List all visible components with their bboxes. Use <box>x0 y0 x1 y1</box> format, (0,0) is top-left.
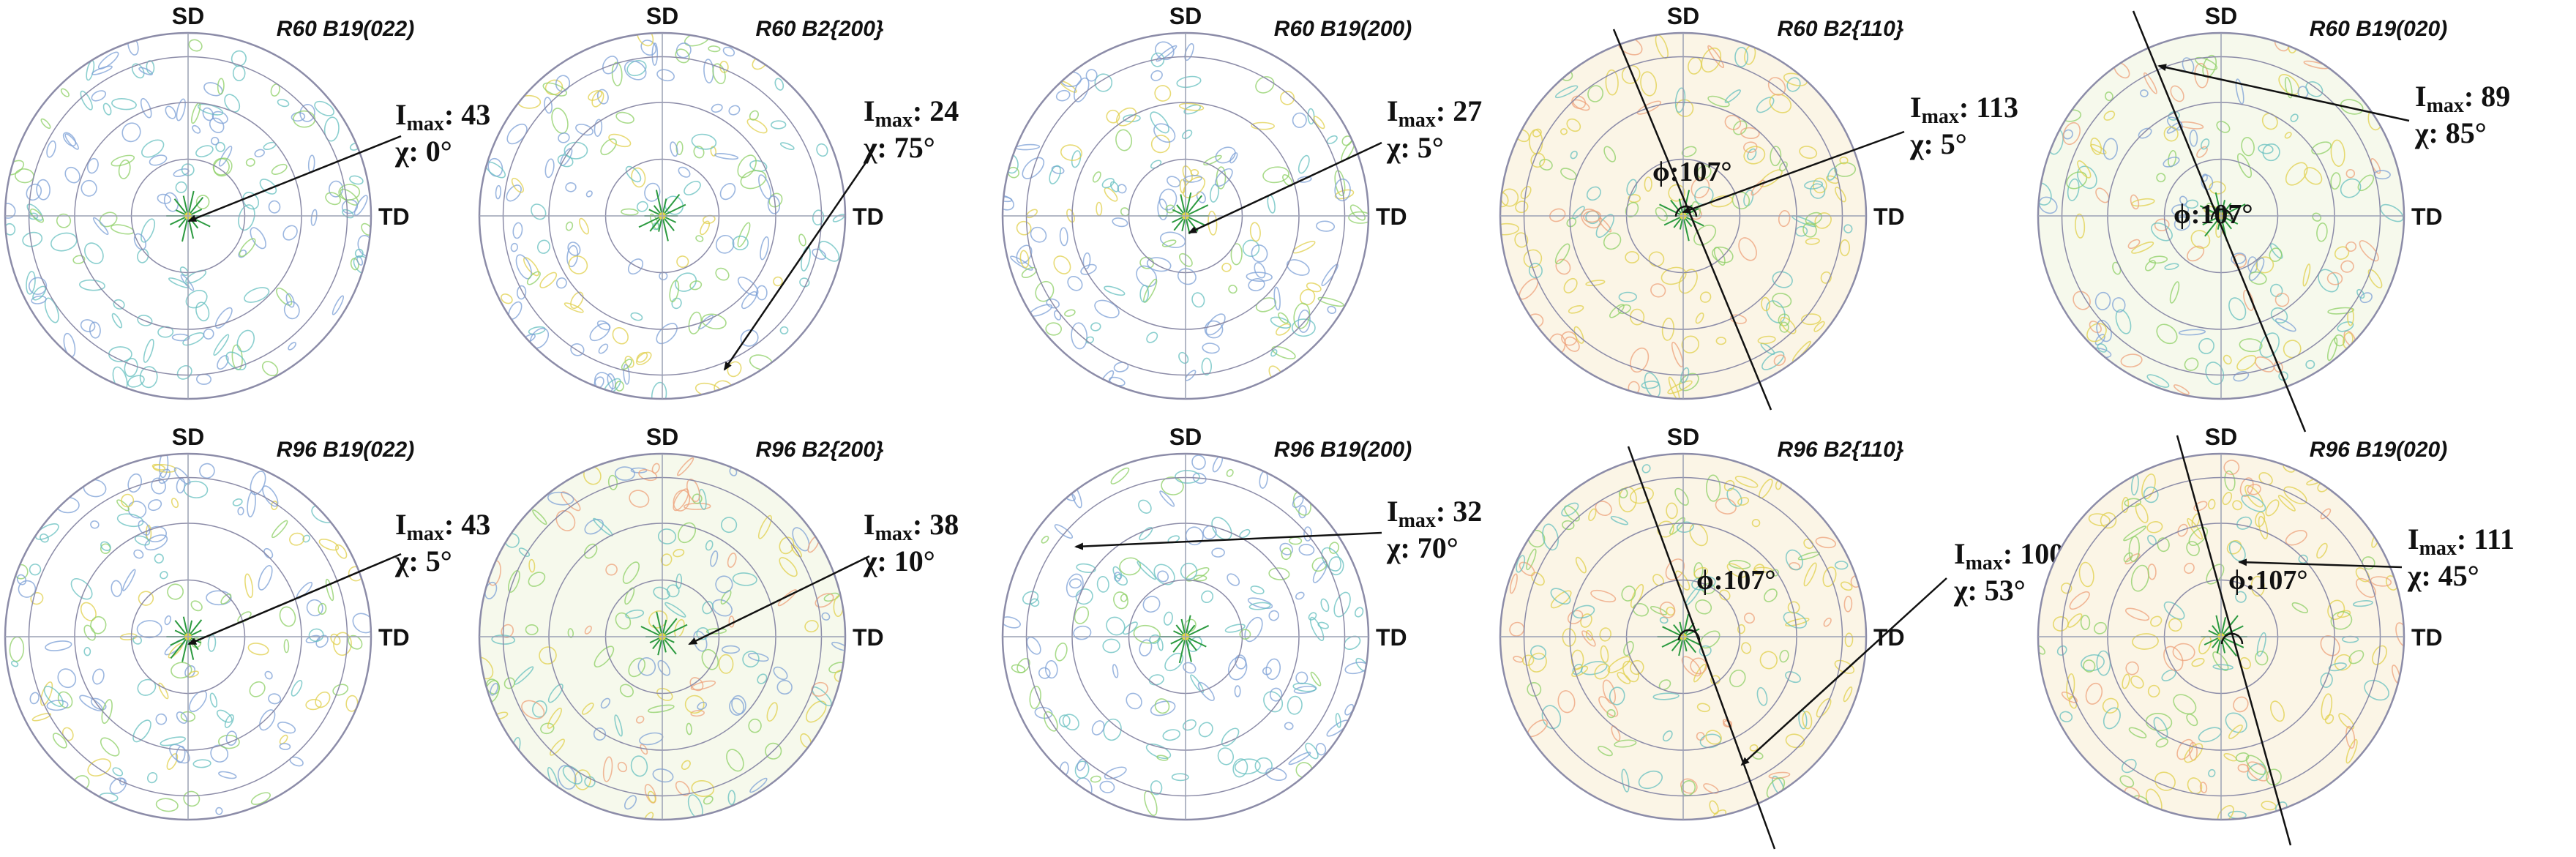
contour-texture <box>479 457 845 820</box>
max-intensity-arrow <box>187 135 402 222</box>
max-intensity-arrow <box>2238 558 2403 569</box>
imax-label: Imax: 43 <box>395 508 490 545</box>
chi-label: χ: 0° <box>394 135 452 168</box>
chi-label: χ: 45° <box>2407 559 2479 592</box>
rotation-axis-line <box>2132 10 2307 433</box>
sd-label: SD <box>646 3 678 29</box>
max-intensity-arrow <box>187 553 402 645</box>
chi-label: χ: 85° <box>2414 116 2487 149</box>
td-label: TD <box>1873 203 1905 230</box>
phi-label: ϕ:107° <box>2174 199 2253 230</box>
sd-label: SD <box>1169 3 1202 29</box>
td-label: TD <box>1873 624 1905 651</box>
contour-texture <box>5 36 371 392</box>
pole-figure-panel: SD TD R96 B19(200) Imax: 32χ: 70° <box>1001 424 1482 821</box>
contour-texture <box>1003 454 1368 816</box>
phi-arc <box>2220 632 2244 645</box>
chi-label: χ: 70° <box>1386 531 1459 564</box>
sd-label: SD <box>172 3 204 29</box>
imax-label: Imax: 100 <box>1954 537 2064 575</box>
max-intensity-arrow <box>1074 531 1382 550</box>
sd-label: SD <box>172 424 204 450</box>
rotation-axis-line <box>1612 29 1772 411</box>
td-label: TD <box>1376 624 1407 651</box>
contour-texture <box>9 454 371 815</box>
phi-arc <box>1677 629 1701 641</box>
rotation-axis-line <box>1627 446 1776 850</box>
sd-label: SD <box>2205 3 2237 29</box>
panel-title: R60 B19(200) <box>1274 17 1412 41</box>
imax-label: Imax: 38 <box>864 508 959 545</box>
sd-label: SD <box>1169 424 1202 450</box>
max-intensity-arrow <box>688 555 870 645</box>
td-label: TD <box>2411 203 2443 230</box>
td-label: TD <box>1376 203 1407 230</box>
panel-title: R60 B19(020) <box>2310 17 2447 41</box>
imax-label: Imax: 24 <box>864 94 959 132</box>
contour-texture <box>2038 36 2404 395</box>
pole-figure-panel: SD TD R60 B19(022) Imax: 43χ: 0° <box>4 3 490 400</box>
chi-label: χ: 10° <box>863 544 935 577</box>
max-intensity-arrow <box>723 157 871 371</box>
panel-title: R96 B2{200} <box>755 438 883 462</box>
contour-texture <box>1509 464 1862 820</box>
phi-label: ϕ:107° <box>1696 565 1776 596</box>
panel-title: R96 B19(200) <box>1274 438 1412 462</box>
td-label: TD <box>853 203 884 230</box>
max-intensity-arrow <box>2157 64 2410 122</box>
panel-title: R96 B19(022) <box>277 438 414 462</box>
pole-figure-panel: SD TD R60 B19(020) ϕ:107° Imax: 89χ: 85° <box>2037 3 2510 433</box>
panel-title: R60 B2{110} <box>1778 17 1904 41</box>
phi-arc <box>2210 208 2234 220</box>
imax-label: Imax: 32 <box>1387 495 1482 532</box>
chi-label: χ: 5° <box>1386 131 1444 164</box>
contour-texture <box>484 33 845 399</box>
pole-figure-panel: SD TD R96 B2{200} Imax: 38χ: 10° <box>478 424 959 821</box>
panel-title: R96 B19(020) <box>2310 438 2447 462</box>
contour-texture <box>1003 41 1368 386</box>
panel-title: R60 B19(022) <box>277 17 414 41</box>
sd-label: SD <box>1667 3 1699 29</box>
td-label: TD <box>378 624 410 651</box>
imax-label: Imax: 113 <box>1910 91 2018 128</box>
pole-figure-panel: SD TD R60 B19(200) Imax: 27χ: 5° <box>1001 3 1482 400</box>
chi-label: χ: 75° <box>863 131 935 164</box>
td-label: TD <box>853 624 884 651</box>
max-intensity-arrow <box>1682 130 1905 214</box>
sd-label: SD <box>646 424 678 450</box>
td-label: TD <box>378 203 410 230</box>
sd-label: SD <box>1667 424 1699 450</box>
rotation-axis-line <box>2176 435 2292 846</box>
phi-label: ϕ:107° <box>1652 157 1732 187</box>
chi-label: χ: 5° <box>1909 127 1967 160</box>
imax-label: Imax: 43 <box>395 98 490 135</box>
sd-label: SD <box>2205 424 2237 450</box>
max-intensity-arrow <box>1188 141 1382 234</box>
pole-figure-panel: SD TD R96 B19(022) Imax: 43χ: 5° <box>4 424 490 821</box>
panel-title: R60 B2{200} <box>755 17 883 41</box>
imax-label: Imax: 27 <box>1387 94 1482 132</box>
imax-label: Imax: 111 <box>2408 523 2515 560</box>
pole-figure-panel: SD TD R60 B2{200} Imax: 24χ: 75° <box>478 3 959 400</box>
imax-label: Imax: 89 <box>2415 80 2510 117</box>
td-label: TD <box>2411 624 2443 651</box>
chi-label: χ: 5° <box>394 544 452 577</box>
panel-title: R96 B2{110} <box>1778 438 1904 462</box>
phi-label: ϕ:107° <box>2228 565 2308 596</box>
chi-label: χ: 53° <box>1953 574 2026 607</box>
max-intensity-arrow <box>1740 577 1947 766</box>
